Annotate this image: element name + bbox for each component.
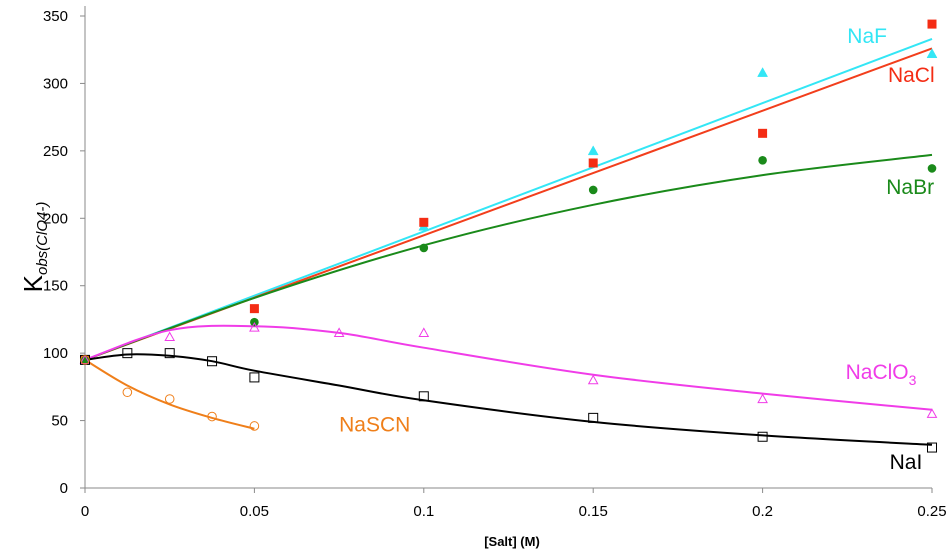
- nai-point: [164, 348, 175, 359]
- nacl-label: NaCl: [888, 64, 935, 87]
- naclo3-label-main: NaClO: [846, 361, 909, 384]
- nascn-point: [207, 411, 217, 422]
- naf-label: NaF: [847, 25, 887, 48]
- nascn-label-main: NaSCN: [339, 413, 410, 436]
- nabr-point: [927, 164, 937, 173]
- x-tick-label: 0.15: [579, 503, 608, 520]
- naclo3-point: [249, 321, 260, 332]
- nai-point: [122, 348, 133, 359]
- naf-fit-line: [84, 37, 933, 361]
- nai-fit-line: [84, 353, 933, 446]
- naclo3-point: [79, 354, 91, 364]
- nascn-fit-line: [84, 359, 255, 430]
- nabr-label-main: NaBr: [886, 176, 934, 199]
- x-tick-label: 0.25: [917, 503, 946, 520]
- nai-point: [927, 442, 937, 453]
- nai-point: [588, 412, 599, 423]
- naclo3-point: [418, 327, 430, 338]
- y-tick-label: 50: [51, 413, 68, 430]
- nabr-fit-line: [84, 153, 933, 361]
- y-ticks: 0 50 100 150 200 250 300 350: [43, 8, 85, 497]
- y-axis-title-main: K: [18, 274, 48, 292]
- data-markers: [79, 19, 938, 453]
- nascn-point: [80, 355, 90, 365]
- naf-point: [926, 48, 938, 59]
- y-axis-title: Kobs(ClO4-): [18, 202, 51, 293]
- x-tick-label: 0.1: [413, 503, 434, 520]
- x-ticks: 0 0.05 0.1 0.15 0.2 0.25: [81, 488, 947, 520]
- plot-area: 0 50 100 150 200 250 300 350 0 0.05 0.1 0.15 0.2 0.2…: [43, 6, 947, 520]
- x-tick-label: 0: [81, 503, 89, 520]
- nabr-point: [758, 155, 767, 165]
- naf-point: [587, 145, 599, 156]
- nai-point: [249, 372, 260, 383]
- nacl-point: [419, 217, 429, 227]
- nacl-label-main: NaCl: [888, 64, 935, 87]
- naclo3-point: [587, 374, 599, 385]
- naclo3-point: [333, 327, 345, 338]
- nabr-point: [80, 355, 90, 365]
- nai-point: [418, 391, 429, 402]
- nabr-label: NaBr: [886, 176, 934, 199]
- nascn-label: NaSCN: [339, 413, 410, 436]
- y-tick-label: 350: [43, 8, 68, 25]
- fit-lines: [84, 37, 933, 446]
- nai-point: [207, 356, 218, 367]
- nascn-point: [122, 387, 133, 398]
- x-tick-label: 0.2: [752, 503, 773, 520]
- nacl-point: [758, 128, 768, 138]
- nai-label: NaI: [890, 451, 923, 474]
- y-tick-label: 150: [43, 278, 68, 295]
- nai-label-main: NaI: [890, 451, 923, 474]
- nacl-point: [249, 304, 259, 314]
- x-tick-label: 0.05: [240, 503, 269, 520]
- y-tick-label: 0: [60, 480, 68, 497]
- naclo3-point: [926, 408, 938, 418]
- y-tick-label: 100: [43, 345, 68, 362]
- nacl-point: [927, 19, 937, 29]
- nai-point: [757, 431, 768, 442]
- naclo3-point: [164, 331, 176, 342]
- naclo3-label: NaClO3: [846, 361, 917, 388]
- nascn-point: [249, 421, 260, 431]
- y-axis-title-sub: obs(ClO4-): [34, 202, 51, 275]
- nascn-point: [164, 394, 175, 404]
- naclo3-point: [757, 393, 768, 404]
- naclo3-label-sub: 3: [909, 372, 917, 388]
- y-tick-label: 200: [43, 210, 68, 227]
- nacl-point: [588, 158, 598, 168]
- y-tick-label: 250: [43, 143, 68, 160]
- x-axis-title: [Salt] (M): [484, 534, 540, 549]
- naclo3-fit-line: [84, 324, 933, 411]
- nabr-point: [588, 185, 598, 195]
- naf-point: [757, 67, 769, 77]
- naf-label-main: NaF: [847, 25, 887, 48]
- nabr-point: [419, 243, 429, 253]
- y-tick-label: 300: [43, 75, 68, 92]
